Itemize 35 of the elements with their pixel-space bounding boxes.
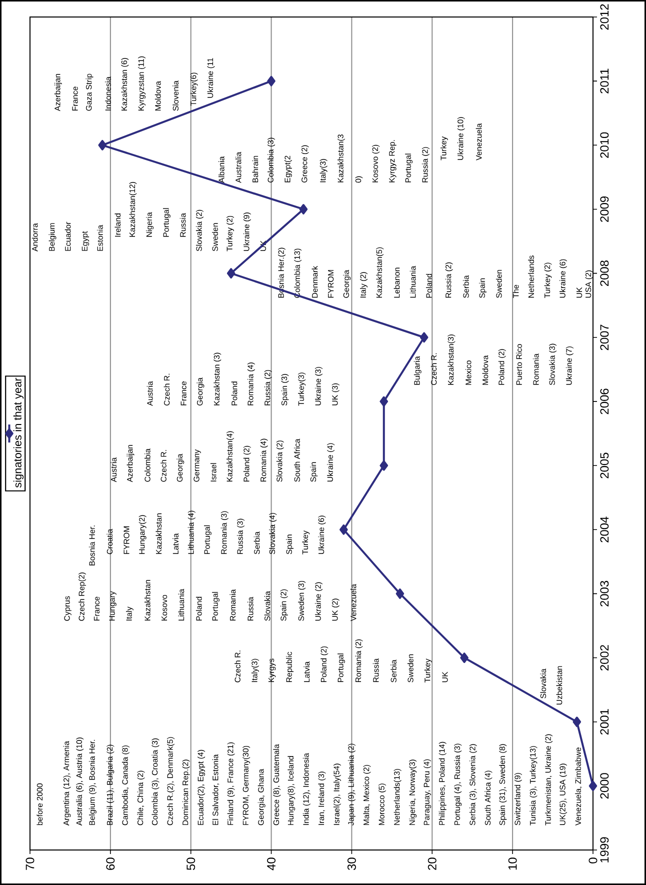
point (396, 588, 404, 599)
y-tick-label: 2000 (600, 773, 609, 799)
legend-label: signatories in that year (13, 378, 24, 488)
point (380, 396, 388, 407)
x-tick-label: 70 (26, 858, 34, 870)
y-tick-label: 2003 (600, 580, 609, 606)
x-tick-label: 0 (588, 858, 598, 864)
x-tick-label: 50 (186, 858, 196, 870)
point (380, 460, 388, 471)
y-tick-label: 2011 (600, 68, 609, 94)
y-tick-label: 2010 (600, 132, 609, 158)
point (226, 268, 236, 278)
point (267, 76, 276, 86)
point (420, 332, 428, 343)
point (340, 524, 348, 535)
point (460, 652, 468, 663)
y-tick-label: 2001 (600, 709, 609, 735)
y-tick-label: 2004 (600, 516, 609, 542)
x-tick-label: 60 (106, 858, 115, 870)
point (98, 140, 107, 150)
x-tick-label: 20 (428, 858, 436, 870)
point (572, 716, 582, 728)
y-tick-label: 2009 (600, 196, 609, 222)
x-tick-label: 10 (508, 858, 517, 870)
x-tick-label: 30 (347, 858, 356, 870)
y-tick-label: 2007 (600, 324, 609, 350)
y-tick-label: 2008 (600, 260, 609, 286)
point (588, 780, 598, 792)
y-tick-label: 2012 (600, 4, 609, 30)
y-tick-label: 2006 (600, 388, 609, 414)
point (299, 204, 308, 214)
y-tick-label: 2005 (600, 452, 609, 478)
y-tick-label: 2002 (600, 645, 609, 670)
x-tick-label: 40 (267, 858, 276, 870)
y-tick-label: 1999 (600, 837, 609, 862)
